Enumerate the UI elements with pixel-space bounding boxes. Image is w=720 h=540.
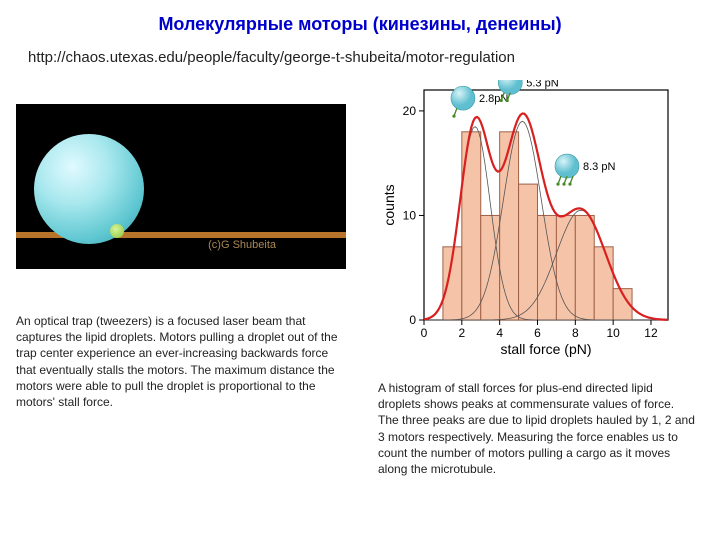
svg-text:counts: counts (381, 184, 397, 225)
svg-text:2: 2 (458, 326, 465, 340)
svg-text:12: 12 (644, 326, 658, 340)
right-column: 02468101201020stall force (pN)counts2.8p… (378, 80, 698, 477)
stall-force-histogram: 02468101201020stall force (pN)counts2.8p… (378, 80, 678, 360)
svg-text:6: 6 (534, 326, 541, 340)
source-url: http://chaos.utexas.edu/people/faculty/g… (0, 35, 720, 66)
lipid-droplet-sphere (34, 134, 144, 244)
svg-text:10: 10 (606, 326, 620, 340)
svg-text:10: 10 (403, 208, 417, 222)
svg-text:0: 0 (409, 313, 416, 327)
left-caption-text: An optical trap (tweezers) is a focused … (16, 313, 346, 410)
svg-text:8.3 pN: 8.3 pN (583, 161, 615, 173)
svg-text:8: 8 (572, 326, 579, 340)
svg-text:0: 0 (421, 326, 428, 340)
svg-text:stall force (pN): stall force (pN) (500, 341, 591, 357)
page-title: Молекулярные моторы (кинезины, денеины) (0, 0, 720, 35)
left-column: (c)G Shubeita An optical trap (tweezers)… (16, 104, 346, 410)
right-caption-text: A histogram of stall forces for plus-end… (378, 380, 696, 477)
illustration-credit: (c)G Shubeita (208, 239, 276, 251)
optical-trap-illustration: (c)G Shubeita (16, 104, 346, 269)
svg-text:4: 4 (496, 326, 503, 340)
svg-text:20: 20 (403, 104, 417, 118)
motor-linker (110, 224, 124, 238)
svg-text:5.3 pN: 5.3 pN (526, 80, 558, 89)
